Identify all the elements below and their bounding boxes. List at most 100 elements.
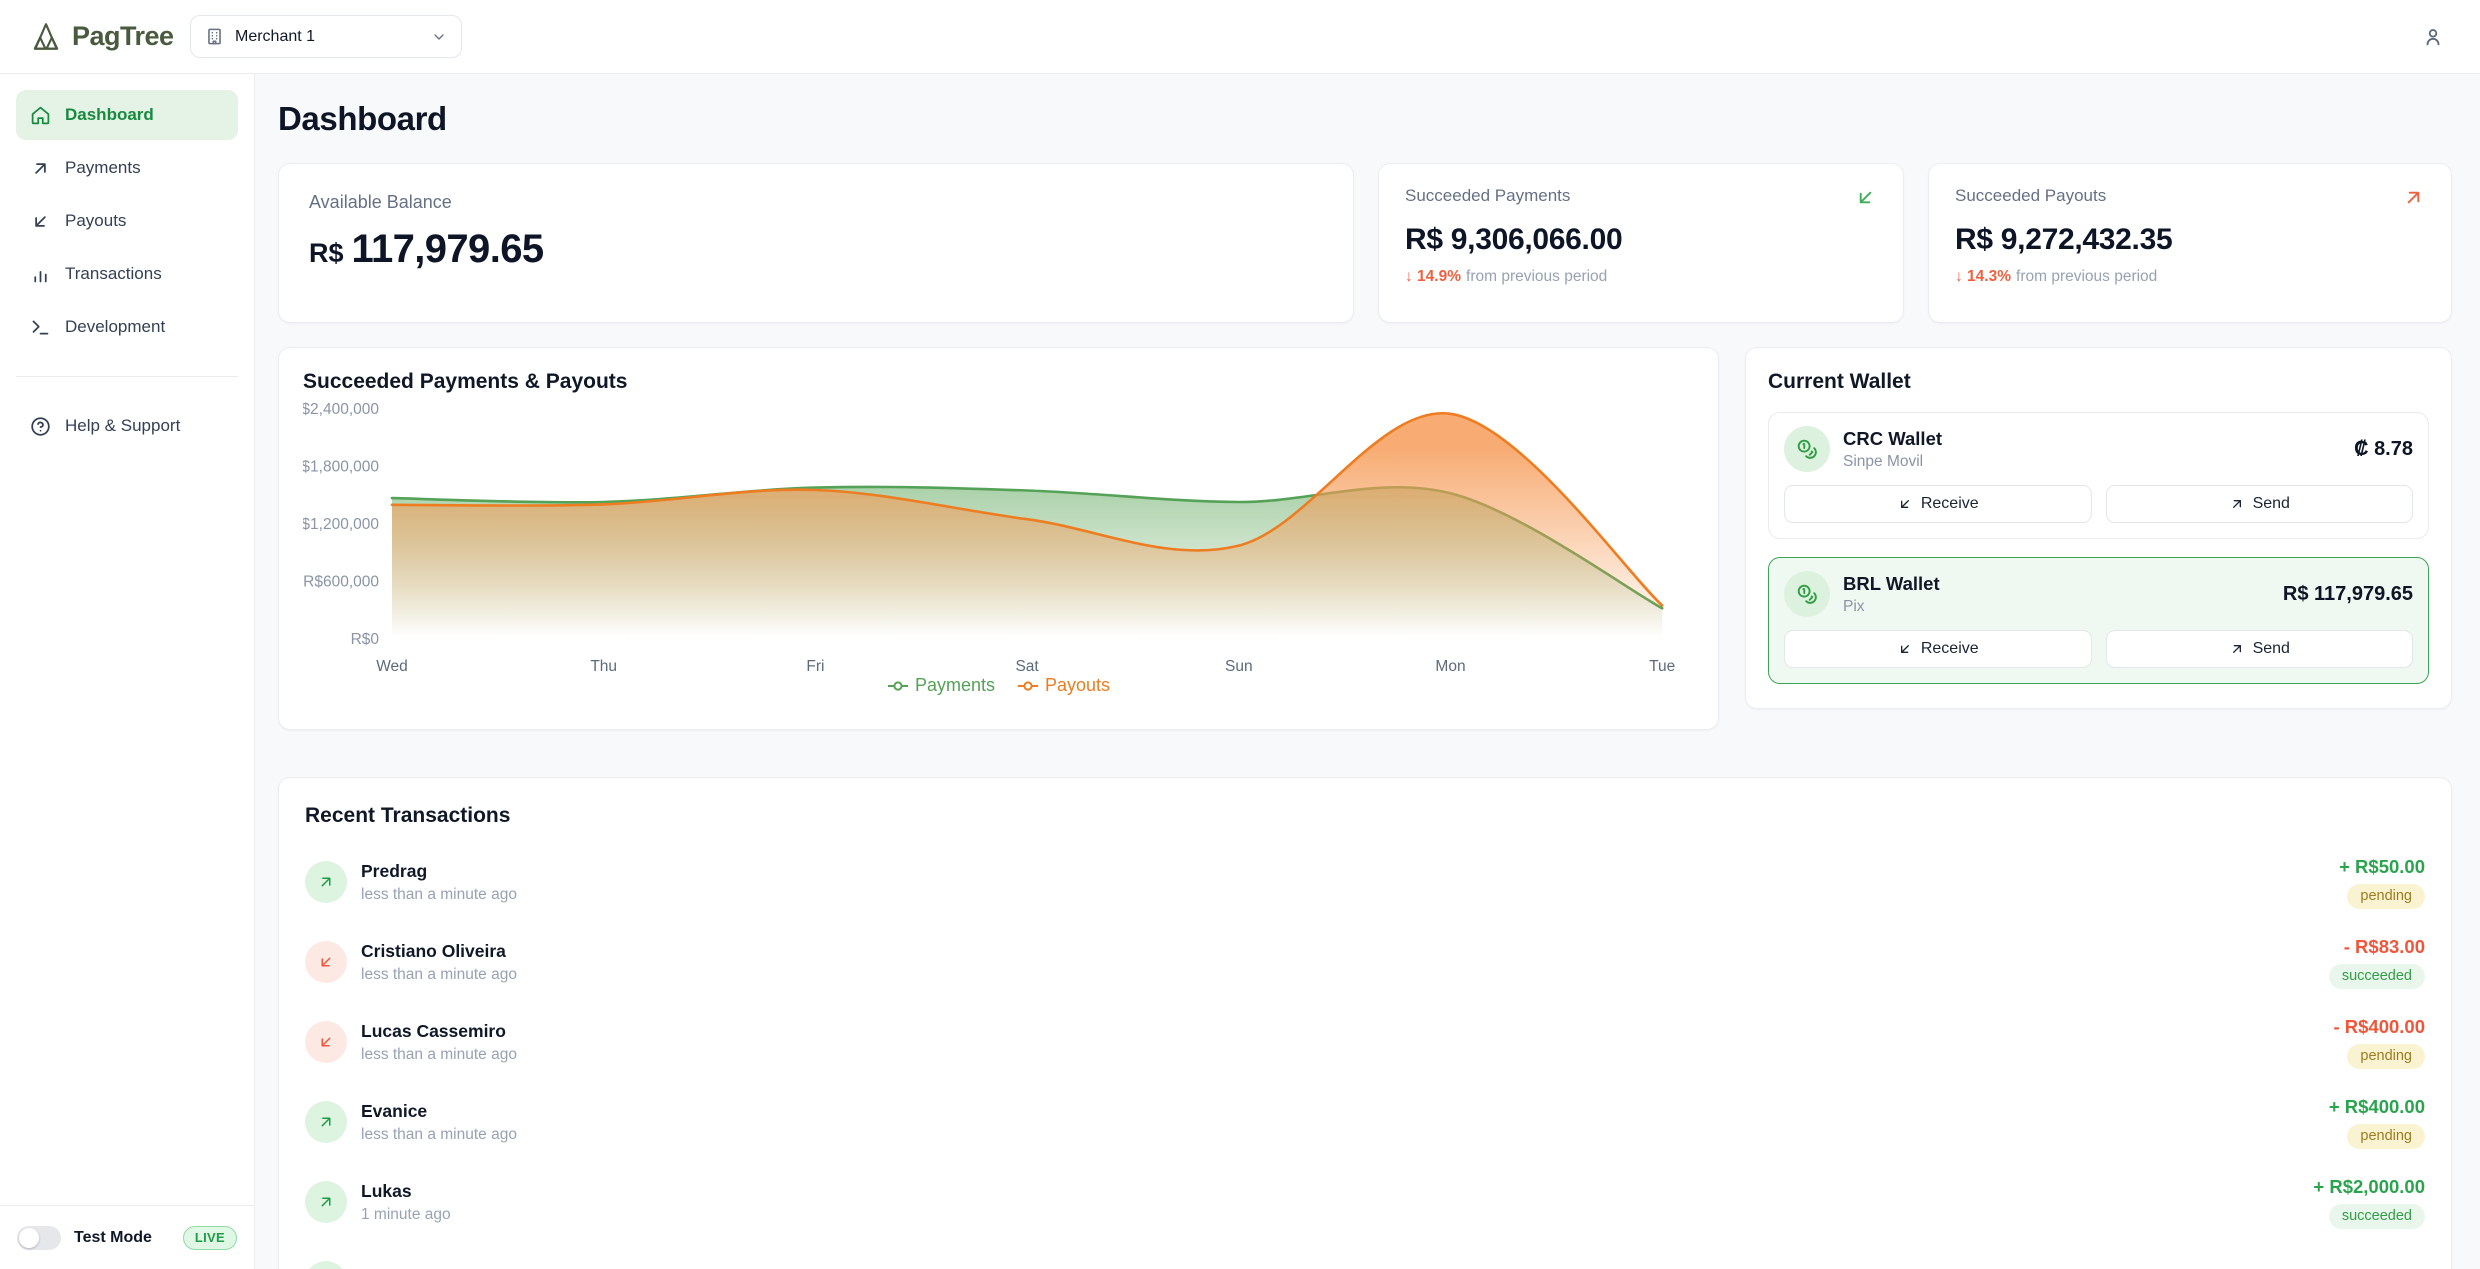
receive-button[interactable]: Receive <box>1784 485 2092 523</box>
succeeded-payouts-card: Succeeded Payouts R$ 9,272,432.35 ↓ 14.3… <box>1928 163 2452 323</box>
transaction-row[interactable]: Enriko+ R$45.00 <box>305 1242 2425 1269</box>
transaction-row[interactable]: Lukas 1 minute ago + R$2,000.00 succeeded <box>305 1162 2425 1242</box>
available-balance-card: Available Balance R$ 117,979.65 <box>278 163 1354 323</box>
transaction-name: Cristiano Oliveira <box>361 940 506 961</box>
live-badge: LIVE <box>182 1225 237 1250</box>
x-axis-tick: Tue <box>1649 658 1675 675</box>
sidebar-item-dashboard[interactable]: Dashboard <box>16 90 238 140</box>
bar-chart-icon <box>34 270 47 282</box>
transaction-name: Evanice <box>361 1100 428 1121</box>
logo-text: PagTree <box>72 21 174 51</box>
stats-row: Available Balance R$ 117,979.65 Succeede… <box>278 163 2452 323</box>
recent-transactions-card: Recent Transactions Predrag less than a m… <box>278 777 2452 1269</box>
legend-item-payouts[interactable]: Payouts <box>1017 675 1110 696</box>
sidebar-divider <box>16 376 238 377</box>
home-icon <box>31 106 50 124</box>
sidebar-item-development[interactable]: Development <box>16 302 238 352</box>
transaction-row[interactable]: Predrag less than a minute ago + R$50.00 pe… <box>305 842 2425 922</box>
coins-icon-badge <box>1784 426 1830 472</box>
stat-delta: ↓ 14.3% from previous period <box>1955 268 2158 285</box>
arrow-up-right-icon <box>321 1197 331 1207</box>
arrow-down-left-icon <box>321 957 331 967</box>
y-axis-tick: R$0 <box>351 631 380 648</box>
balance-amount: 117,979.65 <box>351 227 545 271</box>
line-series-payouts <box>390 412 1664 607</box>
y-axis-tick: R$1,800,000 <box>303 459 379 476</box>
status-badge: pending <box>2347 1123 2425 1149</box>
transaction-amount: + R$400.00 <box>2328 1095 2425 1117</box>
stat-value: R$ 9,272,432.35 <box>1955 223 2173 256</box>
status-badge: succeeded <box>2328 963 2425 989</box>
user-icon <box>2426 28 2440 45</box>
transaction-row[interactable]: Cristiano Oliveira less than a minute ago… <box>305 922 2425 1002</box>
toggle-knob <box>19 1227 39 1248</box>
transaction-name: Lukas <box>361 1180 412 1201</box>
test-mode-label: Test Mode <box>74 1228 152 1246</box>
sidebar-item-label: Payouts <box>65 211 127 230</box>
stat-delta: ↓ 14.9% from previous period <box>1405 268 1608 285</box>
merchant-selector[interactable]: Merchant 1 <box>190 15 462 58</box>
transaction-amount: + R$50.00 <box>2339 855 2425 877</box>
wallet-card-brl-wallet[interactable]: BRL Wallet Pix R$ 117,979.65 Receive Send <box>1768 557 2429 684</box>
test-mode-toggle[interactable] <box>17 1225 61 1250</box>
balance-label: Available Balance <box>309 192 452 212</box>
transactions-list: Predrag less than a minute ago + R$50.00 pe… <box>305 842 2425 1269</box>
arrow-down-left-icon <box>1854 186 1877 214</box>
chart-title: Succeeded Payments & Payouts <box>303 370 628 393</box>
user-menu-button[interactable] <box>2416 20 2450 54</box>
arrow-up-right-icon <box>321 877 331 887</box>
legend-item-payments[interactable]: Payments <box>887 675 995 696</box>
test-mode-bar: Test Mode LIVE <box>0 1205 254 1269</box>
wallet-name: BRL Wallet <box>1843 572 1940 594</box>
transaction-amount: - R$83.00 <box>2343 935 2425 957</box>
chart-wallet-row: Succeeded Payments & Payouts R$0 R$600,00… <box>278 347 2452 730</box>
transaction-row[interactable]: Lucas Cassemiro less than a minute ago - R… <box>305 1002 2425 1082</box>
main-content: Dashboard Available Balance R$ 117,979.6… <box>255 74 2480 1269</box>
top-header: PagTree Merchant 1 <box>0 0 2480 74</box>
wallet-method: Pix <box>1843 597 1865 615</box>
arrow-down-left-icon <box>1900 500 1909 508</box>
sidebar-item-payments[interactable]: Payments <box>16 143 238 193</box>
x-axis-tick: Wed <box>376 658 408 675</box>
arrow-up-right-icon <box>2402 186 2425 214</box>
sidebar: Dashboard Payments Payouts Transactions Deve… <box>0 74 255 1269</box>
page-title: Dashboard <box>278 100 447 137</box>
wallet-balance: R$ 117,979.65 <box>2282 582 2413 605</box>
sidebar-item-help-support[interactable]: Help & Support <box>16 401 238 451</box>
status-badge: pending <box>2347 883 2425 909</box>
wallet-list: CRC Wallet Sinpe Movil ₡ 8.78 Receive Send BR… <box>1768 412 2429 684</box>
transaction-name: Predrag <box>361 860 428 881</box>
chevron-down-icon <box>434 33 444 40</box>
transaction-direction-badge <box>305 1181 347 1223</box>
transaction-time: less than a minute ago <box>361 1045 517 1063</box>
transaction-time: less than a minute ago <box>361 885 517 903</box>
sidebar-item-label: Help & Support <box>65 416 181 435</box>
stat-label: Succeeded Payments <box>1405 186 1571 205</box>
y-axis-tick: R$1,200,000 <box>303 516 379 533</box>
transaction-direction-badge <box>305 1261 347 1269</box>
send-button[interactable]: Send <box>2105 630 2413 668</box>
send-button[interactable]: Send <box>2105 485 2413 523</box>
status-badge: pending <box>2347 1043 2425 1069</box>
status-badge: succeeded <box>2328 1203 2425 1229</box>
pagtree-logo-icon <box>33 22 59 50</box>
transaction-row[interactable]: Evanice less than a minute ago + R$400.00 p… <box>305 1082 2425 1162</box>
arrow-up-right-icon <box>2232 500 2241 508</box>
wallet-card-crc-wallet[interactable]: CRC Wallet Sinpe Movil ₡ 8.78 Receive Send <box>1768 412 2429 539</box>
transaction-amount: - R$400.00 <box>2333 1015 2425 1037</box>
area-chart: R$0 R$600,000 R$1,200,000 R$1,800,000 R$2,40… <box>290 394 1694 691</box>
coins-icon <box>1797 584 1817 604</box>
receive-button[interactable]: Receive <box>1784 630 2092 668</box>
legend-marker-icon <box>887 680 908 691</box>
sidebar-item-label: Payments <box>65 158 141 177</box>
sidebar-item-label: Development <box>65 317 166 336</box>
transaction-direction-badge <box>305 1021 347 1063</box>
balance-value: R$ 117,979.65 <box>309 227 1323 272</box>
sidebar-item-transactions[interactable]: Transactions <box>16 249 238 299</box>
transaction-amount: + R$2,000.00 <box>2313 1175 2425 1197</box>
sidebar-item-payouts[interactable]: Payouts <box>16 196 238 246</box>
circle-question-icon <box>31 416 50 436</box>
sidebar-help-slot: Help & Support <box>0 401 254 451</box>
arrow-down-left-icon <box>35 215 46 227</box>
arrow-up-right-icon <box>2232 645 2241 653</box>
